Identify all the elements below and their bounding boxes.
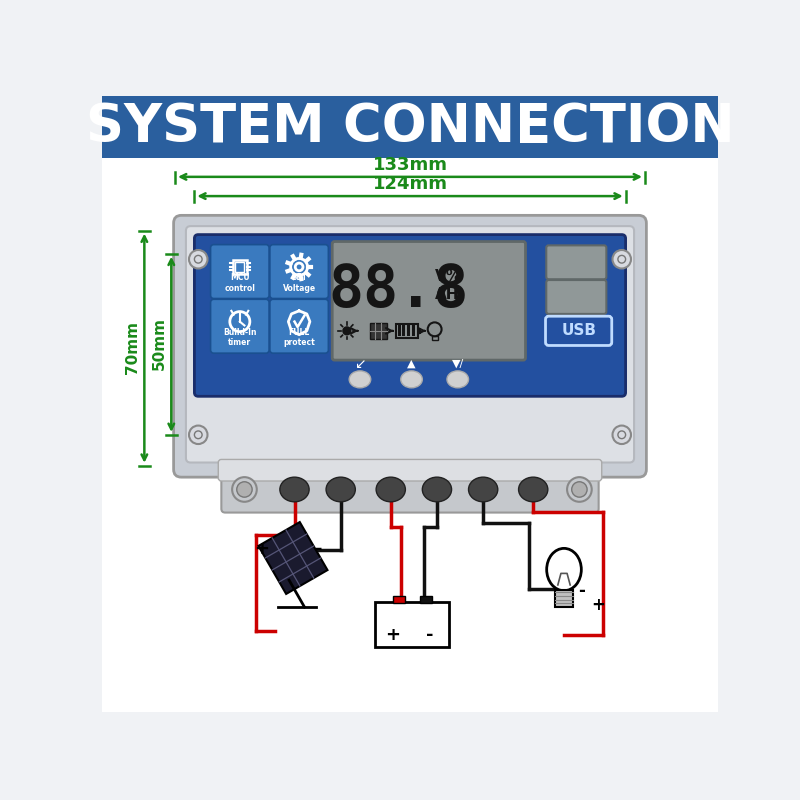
Text: USB: USB — [561, 323, 596, 338]
Bar — [396, 324, 418, 338]
Ellipse shape — [401, 371, 422, 388]
Bar — [554, 590, 574, 606]
Ellipse shape — [469, 477, 498, 502]
Text: FULL
protect: FULL protect — [283, 328, 315, 347]
Circle shape — [232, 477, 257, 502]
Bar — [233, 260, 246, 274]
Text: -: - — [426, 626, 434, 644]
Text: 88.8: 88.8 — [328, 262, 469, 318]
Polygon shape — [258, 522, 327, 594]
Circle shape — [189, 426, 207, 444]
Bar — [418, 328, 421, 334]
Text: 70mm: 70mm — [126, 322, 140, 374]
Ellipse shape — [518, 477, 548, 502]
Text: AH: AH — [434, 287, 459, 302]
Text: +: + — [591, 595, 605, 614]
FancyBboxPatch shape — [194, 234, 626, 396]
Circle shape — [572, 482, 587, 497]
Text: Build-In
timer: Build-In timer — [223, 328, 257, 347]
Text: SYSTEM CONNECTION: SYSTEM CONNECTION — [86, 101, 734, 153]
Bar — [407, 326, 410, 336]
Text: 133mm: 133mm — [373, 156, 447, 174]
Text: 50mm: 50mm — [152, 318, 167, 370]
Circle shape — [567, 477, 592, 502]
FancyBboxPatch shape — [174, 215, 646, 477]
Circle shape — [237, 482, 252, 497]
Text: ▲: ▲ — [407, 359, 416, 369]
Bar — [235, 262, 245, 271]
Ellipse shape — [349, 371, 370, 388]
Ellipse shape — [447, 371, 469, 388]
Text: +: + — [254, 540, 270, 558]
Circle shape — [342, 326, 351, 335]
Text: ▼/: ▼/ — [452, 359, 464, 369]
FancyBboxPatch shape — [218, 459, 602, 481]
Ellipse shape — [376, 477, 406, 502]
FancyBboxPatch shape — [210, 299, 269, 353]
Bar — [411, 326, 414, 336]
FancyBboxPatch shape — [186, 226, 634, 462]
Ellipse shape — [326, 477, 355, 502]
FancyBboxPatch shape — [210, 245, 269, 298]
Bar — [375, 602, 449, 646]
Bar — [102, 96, 718, 158]
FancyBboxPatch shape — [222, 466, 598, 513]
Text: -: - — [578, 582, 585, 601]
Circle shape — [613, 250, 631, 269]
Text: ↙: ↙ — [354, 357, 366, 371]
FancyBboxPatch shape — [270, 245, 328, 298]
Circle shape — [613, 426, 631, 444]
Text: MCU
control: MCU control — [224, 274, 255, 293]
Text: SET
Voltage: SET Voltage — [282, 274, 316, 293]
FancyBboxPatch shape — [332, 242, 526, 360]
Text: -: - — [314, 540, 322, 558]
Ellipse shape — [546, 548, 582, 590]
Ellipse shape — [422, 477, 451, 502]
Bar — [431, 336, 438, 340]
Bar — [370, 323, 387, 338]
Text: 124mm: 124mm — [373, 175, 447, 193]
Bar — [393, 596, 405, 603]
FancyBboxPatch shape — [546, 280, 606, 314]
FancyBboxPatch shape — [546, 246, 606, 279]
Bar — [398, 326, 401, 336]
Ellipse shape — [280, 477, 309, 502]
Text: +: + — [386, 626, 400, 644]
Circle shape — [189, 250, 207, 269]
FancyBboxPatch shape — [270, 299, 328, 353]
Text: V%: V% — [434, 270, 462, 285]
Bar — [402, 326, 406, 336]
Bar — [420, 596, 431, 603]
